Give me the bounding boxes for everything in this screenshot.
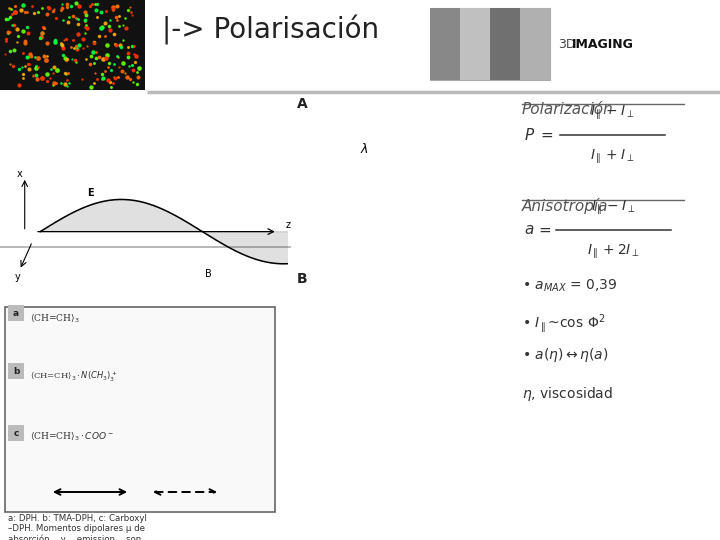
- Text: $I_{\parallel} + 2I_{\perp}$: $I_{\parallel} + 2I_{\perp}$: [587, 243, 640, 261]
- Text: E: E: [86, 188, 94, 198]
- Text: $\lambda$: $\lambda$: [360, 142, 369, 156]
- Text: $I_{\parallel} - I_{\perp}$: $I_{\parallel} - I_{\perp}$: [590, 104, 635, 122]
- Text: B: B: [297, 272, 307, 286]
- Bar: [0, 0, 145, 90]
- Text: a: DPH. b: TMA-DPH, c: Carboxyl
–DPH. Momentos dipolares μ de
absorción    y    : a: DPH. b: TMA-DPH, c: Carboxyl –DPH. Mo…: [8, 514, 147, 540]
- Bar: [5, 307, 275, 512]
- Text: c: c: [13, 429, 19, 437]
- Text: B: B: [205, 269, 212, 279]
- Text: y: y: [14, 272, 20, 282]
- Bar: [490, 8, 520, 80]
- Text: Polarización: Polarización: [522, 102, 613, 117]
- Text: $P$: $P$: [524, 127, 535, 143]
- Bar: [8, 425, 24, 441]
- Text: IMAGING: IMAGING: [572, 37, 634, 51]
- Text: b: b: [13, 367, 19, 375]
- Text: $=$: $=$: [538, 128, 554, 142]
- Text: $\langle$CH=CH$\rangle_3 \cdot COO^-$: $\langle$CH=CH$\rangle_3 \cdot COO^-$: [30, 430, 114, 442]
- Text: z: z: [285, 220, 290, 230]
- Text: $\eta$, viscosidad: $\eta$, viscosidad: [522, 385, 613, 403]
- Text: a: a: [13, 308, 19, 318]
- Bar: [8, 363, 24, 379]
- Text: $I_{\parallel} + I_{\perp}$: $I_{\parallel} + I_{\perp}$: [590, 148, 635, 166]
- Bar: [430, 8, 459, 80]
- Text: $\langle$CH=CH$\rangle_3$: $\langle$CH=CH$\rangle_3$: [30, 312, 80, 324]
- Text: • $a_{MAX}$ = 0,39: • $a_{MAX}$ = 0,39: [522, 278, 618, 294]
- Text: • $a(\eta)\leftrightarrow\eta(a)$: • $a(\eta)\leftrightarrow\eta(a)$: [522, 346, 608, 364]
- Bar: [430, 8, 550, 80]
- Text: $\langle$CH=CH$\rangle_3 \cdot N(CH_3)_3^+$: $\langle$CH=CH$\rangle_3 \cdot N(CH_3)_3…: [30, 370, 117, 384]
- Bar: [520, 8, 549, 80]
- Text: $a$: $a$: [524, 223, 534, 237]
- Bar: [460, 8, 490, 80]
- Text: $I_{\parallel} - I_{\perp}$: $I_{\parallel} - I_{\perp}$: [591, 199, 636, 217]
- Text: |-> Polarisación: |-> Polarisación: [162, 15, 379, 45]
- Text: $=$: $=$: [536, 223, 552, 237]
- Text: A: A: [297, 97, 307, 111]
- Text: x: x: [17, 168, 23, 179]
- Text: 3D: 3D: [558, 37, 575, 51]
- Bar: [8, 305, 24, 321]
- Text: Anisotropía: Anisotropía: [522, 198, 608, 214]
- Text: • $I_{\parallel}$~cos $\Phi^2$: • $I_{\parallel}$~cos $\Phi^2$: [522, 312, 606, 335]
